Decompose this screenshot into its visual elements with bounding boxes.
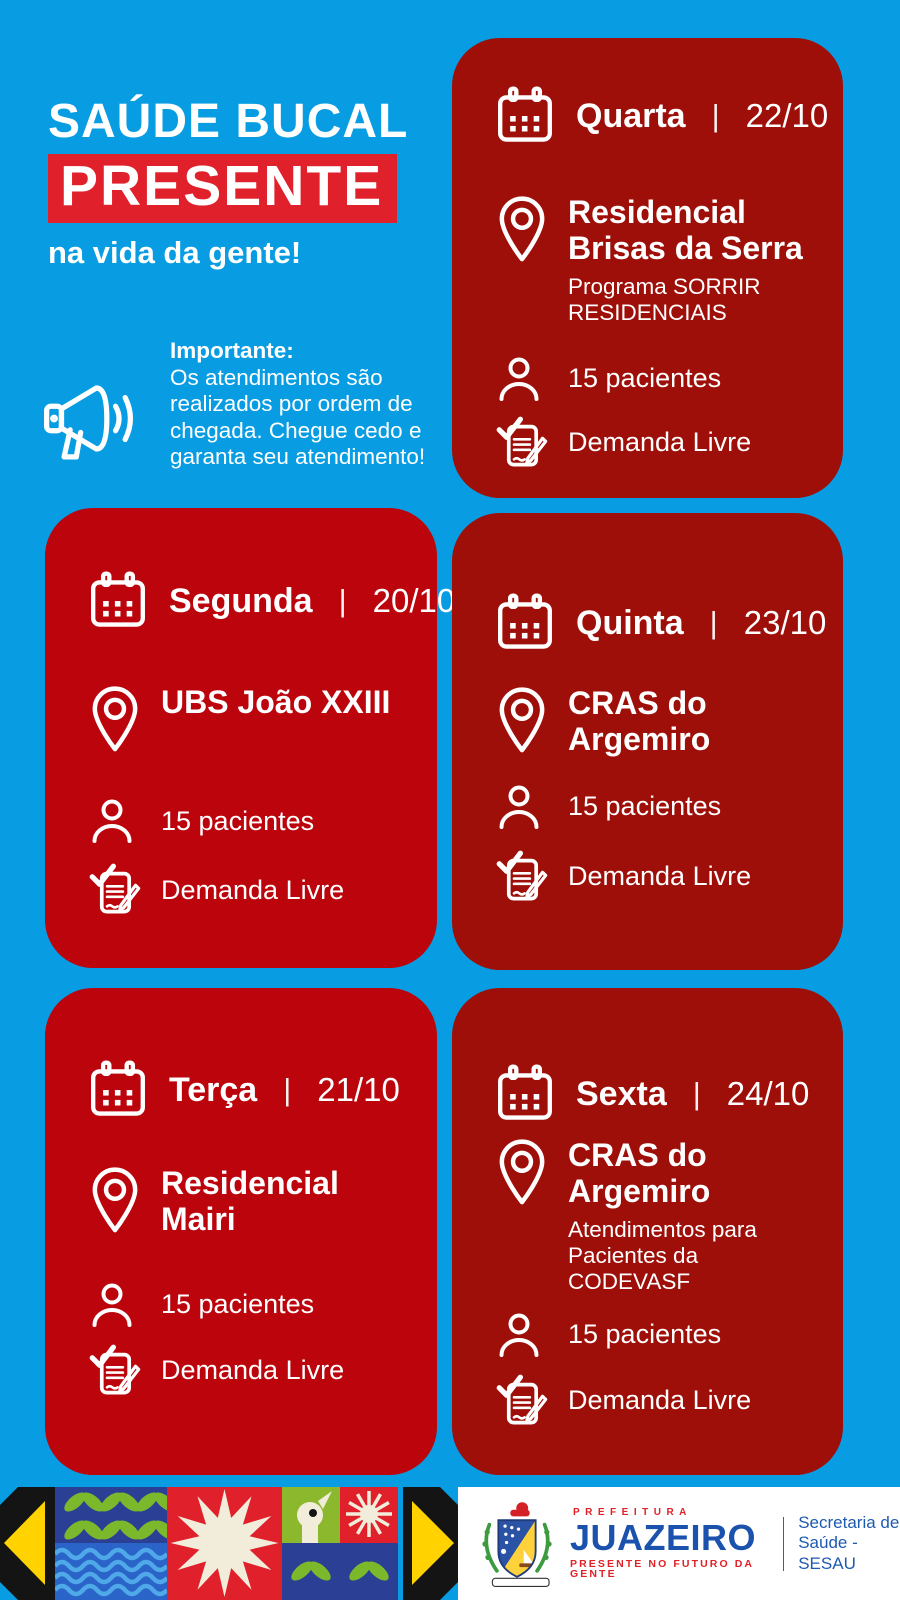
location-pin-icon xyxy=(494,1138,550,1208)
calendar-icon xyxy=(494,1063,556,1125)
schedule-card-sexta: Sexta | 24/10 CRAS do Argemiro Atendimento… xyxy=(452,988,843,1475)
patients-label: 15 pacientes xyxy=(161,1289,315,1320)
location-label: Residencial Mairi xyxy=(161,1165,339,1237)
day-date-separator: | xyxy=(709,605,718,640)
location-label: UBS João XXIII xyxy=(161,684,391,720)
location-label: Residencial Brisas da Serra xyxy=(568,194,803,266)
patients-label: 15 pacientes xyxy=(568,1319,722,1350)
secretariat-line2: Saúde - SESAU xyxy=(798,1533,858,1573)
demand-label: Demanda Livre xyxy=(568,1385,752,1416)
title-line1: SAÚDE BUCAL xyxy=(48,95,409,148)
demand-label: Demanda Livre xyxy=(568,427,752,458)
calendar-icon xyxy=(87,1059,149,1121)
city-name: JUAZEIRO xyxy=(570,1516,757,1558)
prefeitura-wordmark: PREFEITURA JUAZEIRO PRESENTE NO FUTURO D… xyxy=(570,1506,767,1580)
calendar-icon xyxy=(494,592,556,654)
patients-label: 15 pacientes xyxy=(568,363,722,394)
date-label: 21/10 xyxy=(317,1071,400,1108)
calendar-icon xyxy=(494,85,556,147)
tagline: na vida da gente! xyxy=(48,235,302,270)
location-pin-icon xyxy=(494,195,550,265)
location-pin-icon xyxy=(494,686,550,756)
clipboard-pencil-icon xyxy=(87,1342,145,1400)
day-date-separator: | xyxy=(692,1076,701,1111)
footer-logo-area: PREFEITURA JUAZEIRO PRESENTE NO FUTURO D… xyxy=(458,1487,900,1600)
date-label: 20/10 xyxy=(372,582,456,619)
person-icon xyxy=(494,1310,544,1360)
person-icon xyxy=(494,782,544,832)
secretariat-line1: Secretaria de xyxy=(798,1512,900,1532)
juazeiro-coat-of-arms xyxy=(482,1501,552,1587)
prefeitura-label: PREFEITURA xyxy=(573,1506,692,1518)
important-notice: Importante: Os atendimentos são realizad… xyxy=(44,338,454,471)
day-label: Segunda xyxy=(169,581,313,620)
day-date-separator: | xyxy=(283,1072,292,1107)
notice-body: Os atendimentos são realizados por ordem… xyxy=(170,364,426,470)
demand-label: Demanda Livre xyxy=(161,1355,345,1386)
schedule-card-quinta: Quinta | 23/10 CRAS do Argemiro 15 pacient… xyxy=(452,513,843,970)
date-label: 22/10 xyxy=(745,97,829,134)
footer: PREFEITURA JUAZEIRO PRESENTE NO FUTURO D… xyxy=(0,1487,900,1600)
person-icon xyxy=(87,1280,137,1330)
location-note: Programa SORRIR RESIDENCIAIS xyxy=(568,273,761,325)
schedule-card-segunda: Segunda | 20/10 UBS João XXIII 15 paciente… xyxy=(45,508,455,968)
demand-label: Demanda Livre xyxy=(161,874,345,905)
person-icon xyxy=(87,796,137,846)
demand-label: Demanda Livre xyxy=(568,861,752,892)
date-label: 24/10 xyxy=(726,1075,810,1112)
day-label: Quinta xyxy=(576,603,684,642)
day-label: Terça xyxy=(169,1070,258,1109)
location-label: CRAS do Argemiro xyxy=(568,685,711,757)
day-date-separator: | xyxy=(711,98,720,133)
clipboard-pencil-icon xyxy=(494,414,552,472)
clipboard-pencil-icon xyxy=(494,1372,552,1430)
location-pin-icon xyxy=(87,1166,143,1236)
location-note: Atendimentos para Pacientes da CODEVASF xyxy=(568,1216,757,1294)
divider xyxy=(782,1516,785,1571)
megaphone-icon xyxy=(44,380,140,464)
day-label: Sexta xyxy=(576,1074,667,1113)
secretariat-label: Secretaria de Saúde - SESAU xyxy=(798,1513,900,1574)
date-label: 23/10 xyxy=(743,604,827,641)
page-title: SAÚDE BUCAL PRESENTE na vida da gente! xyxy=(48,98,408,271)
notice-heading: Importante: xyxy=(170,338,294,363)
person-icon xyxy=(494,354,544,404)
clipboard-pencil-icon xyxy=(87,861,145,919)
clipboard-pencil-icon xyxy=(494,848,552,906)
patients-label: 15 pacientes xyxy=(161,805,315,836)
presente-badge: PRESENTE xyxy=(48,154,398,223)
patients-label: 15 pacientes xyxy=(568,791,722,822)
location-pin-icon xyxy=(87,685,143,755)
location-label: CRAS do Argemiro xyxy=(568,1137,711,1209)
calendar-icon xyxy=(87,570,149,632)
schedule-card-quarta: Quarta | 22/10 Residencial Brisas da Serra… xyxy=(452,38,843,498)
slogan: PRESENTE NO FUTURO DA GENTE xyxy=(570,1557,754,1580)
day-date-separator: | xyxy=(338,583,347,618)
decorative-pattern xyxy=(0,1487,458,1600)
day-label: Quarta xyxy=(576,96,686,135)
schedule-card-terca: Terça | 21/10 Residencial Mairi 15 pacient… xyxy=(45,988,437,1475)
notice-text: Importante: Os atendimentos são realizad… xyxy=(170,338,454,471)
